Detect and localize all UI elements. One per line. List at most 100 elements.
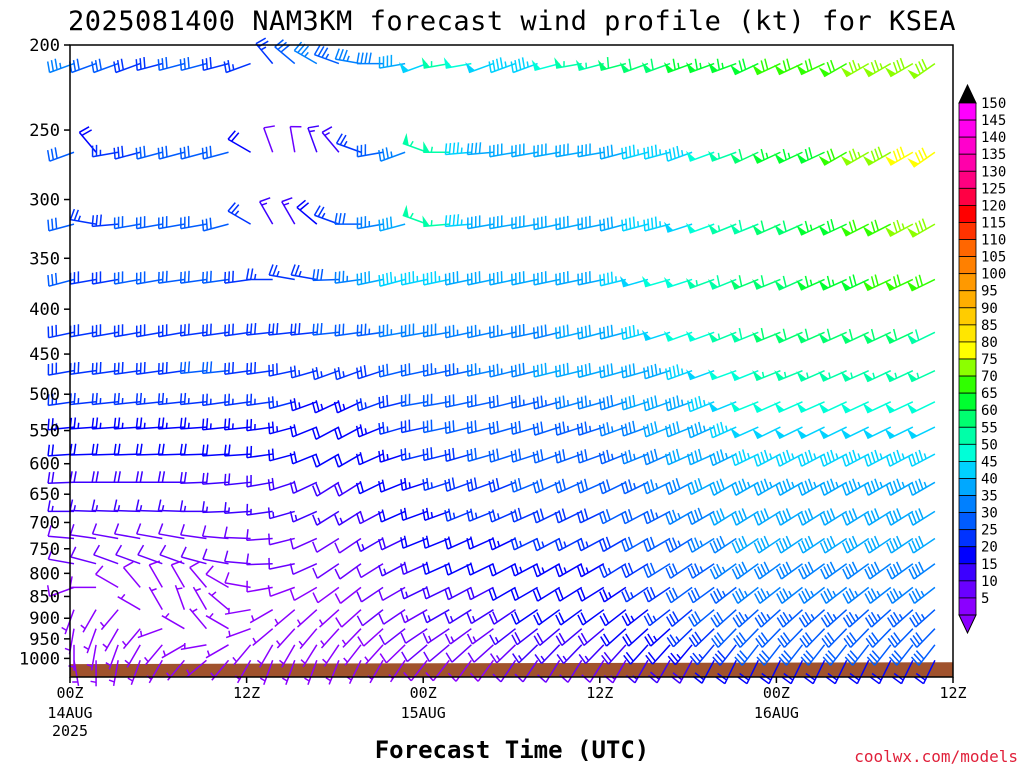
wind-barb bbox=[840, 148, 870, 166]
barb-full bbox=[625, 651, 634, 662]
barb-full bbox=[738, 611, 746, 623]
barb-staff bbox=[70, 556, 97, 565]
barb-full bbox=[355, 399, 360, 411]
y-tick-label: 200 bbox=[29, 36, 60, 56]
barb-half bbox=[653, 635, 658, 642]
barb-full bbox=[556, 654, 565, 664]
barb-full bbox=[537, 674, 547, 683]
barb-full bbox=[47, 472, 51, 484]
barb-full bbox=[489, 634, 496, 646]
colorbar-segment bbox=[958, 324, 977, 343]
barb-full bbox=[665, 513, 671, 525]
barb-full bbox=[741, 478, 747, 490]
y-tick-label: 650 bbox=[29, 485, 60, 505]
wind-barb bbox=[906, 329, 936, 345]
barb-full bbox=[316, 269, 320, 281]
barb-full bbox=[534, 654, 543, 664]
colorbar-label: 40 bbox=[981, 471, 998, 487]
wind-barb bbox=[357, 628, 384, 647]
barb-half bbox=[676, 653, 682, 660]
barb-full bbox=[804, 60, 809, 72]
barb-half bbox=[721, 566, 726, 573]
barb-full bbox=[694, 537, 700, 549]
barb-full bbox=[873, 535, 880, 547]
barb-full bbox=[668, 424, 673, 436]
wind-barb bbox=[307, 125, 320, 153]
barb-full bbox=[892, 611, 901, 623]
plot-frame bbox=[69, 44, 954, 678]
colorbar-label: 95 bbox=[981, 284, 998, 300]
barb-half bbox=[183, 505, 187, 512]
barb-full bbox=[403, 535, 408, 547]
barb-staff bbox=[114, 533, 141, 540]
barb-full bbox=[804, 563, 811, 575]
barb-full bbox=[599, 219, 602, 231]
barb-full bbox=[425, 507, 430, 520]
barb-full bbox=[801, 482, 807, 494]
barb-full bbox=[826, 480, 832, 492]
wind-barb bbox=[730, 401, 759, 413]
barb-full bbox=[491, 537, 497, 549]
barb-half bbox=[261, 202, 268, 206]
barb-half bbox=[585, 541, 589, 548]
wind-barb bbox=[115, 544, 141, 565]
barb-full bbox=[312, 567, 319, 579]
barb-full bbox=[355, 453, 361, 465]
barb-full bbox=[113, 61, 117, 73]
barb-full bbox=[760, 632, 769, 643]
barb-full bbox=[918, 449, 924, 461]
barb-half bbox=[766, 613, 771, 620]
barb-full bbox=[201, 362, 205, 374]
barb-full bbox=[576, 451, 581, 464]
barb-full bbox=[599, 147, 602, 160]
barb-full bbox=[47, 219, 50, 231]
wind-barb bbox=[820, 586, 848, 604]
wind-barb bbox=[774, 401, 803, 414]
barb-full bbox=[334, 542, 341, 554]
barb-full bbox=[760, 451, 766, 463]
barb-half bbox=[186, 669, 191, 675]
barb-full bbox=[735, 634, 744, 645]
wind-barb bbox=[227, 130, 251, 153]
barb-full bbox=[139, 58, 142, 70]
wind-barb bbox=[819, 508, 848, 526]
colorbar-label: 110 bbox=[981, 233, 1006, 249]
barb-full bbox=[913, 653, 922, 663]
barb-full bbox=[267, 585, 272, 597]
barb-flag bbox=[708, 62, 718, 73]
barb-full bbox=[717, 650, 726, 660]
barb-full bbox=[738, 275, 743, 287]
barb-full bbox=[782, 148, 787, 161]
wind-barb bbox=[556, 644, 583, 665]
barb-staff bbox=[477, 659, 495, 682]
wind-barb bbox=[906, 274, 936, 292]
barb-flag bbox=[685, 150, 696, 162]
barb-full bbox=[756, 540, 763, 552]
barb-full bbox=[536, 364, 540, 377]
barb-half bbox=[61, 626, 67, 632]
wind-barb bbox=[267, 585, 296, 597]
barb-full bbox=[558, 364, 562, 377]
barb-flag bbox=[752, 402, 763, 413]
barb-full bbox=[870, 328, 876, 341]
barb-staff bbox=[734, 151, 759, 164]
barb-full bbox=[763, 478, 769, 490]
wind-barb bbox=[117, 593, 141, 611]
barb-full bbox=[561, 508, 567, 520]
barb-full bbox=[602, 451, 607, 463]
barb-staff bbox=[500, 659, 517, 683]
barb-full bbox=[804, 611, 812, 623]
barb-full bbox=[201, 147, 205, 160]
wind-barb bbox=[205, 612, 229, 630]
barb-full bbox=[357, 636, 365, 647]
barb-full bbox=[914, 537, 921, 549]
colorbar-label: 85 bbox=[981, 318, 998, 334]
barb-half bbox=[857, 151, 861, 158]
wind-barb bbox=[884, 369, 914, 383]
barb-full bbox=[675, 448, 681, 460]
barb-full bbox=[620, 398, 624, 410]
barb-full bbox=[676, 145, 680, 158]
barb-full bbox=[245, 553, 250, 565]
wind-barb bbox=[709, 563, 737, 580]
barb-full bbox=[576, 423, 580, 436]
